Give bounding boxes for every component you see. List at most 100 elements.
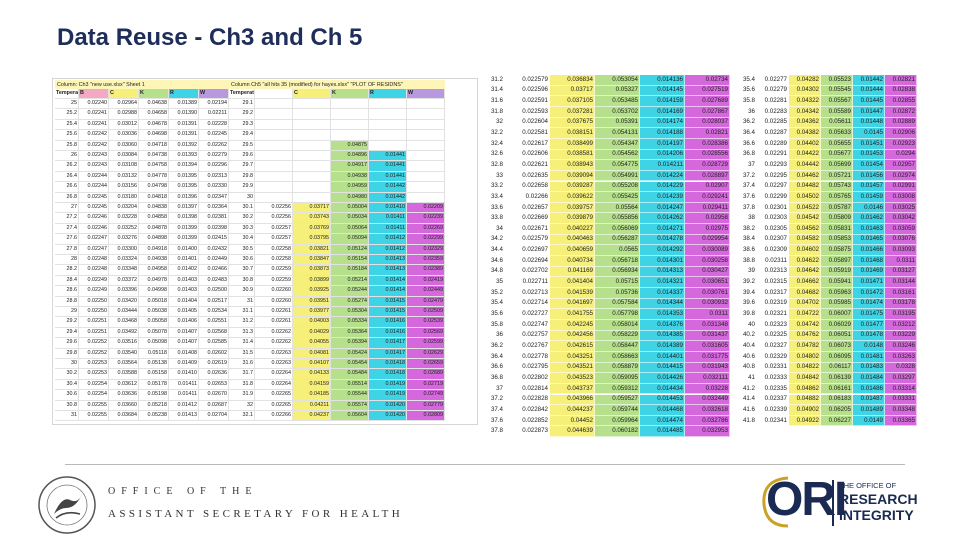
data-cell: 0.02483 — [199, 275, 229, 287]
data-cell: 0.022767 — [505, 341, 550, 352]
data-cell: 30.2 — [55, 369, 79, 380]
ori-divider — [832, 480, 834, 526]
data-cell: 0.01412 — [169, 400, 199, 411]
data-cell: 0.02704 — [199, 411, 229, 422]
data-cell: 0.04282 — [789, 75, 821, 86]
data-cell: 0.02269 — [407, 223, 445, 235]
data-cell: 28 — [55, 255, 79, 266]
data-cell: 0.030427 — [685, 266, 730, 278]
data-cell: 0.022802 — [505, 373, 550, 384]
data-cell: 0.02289 — [757, 138, 789, 150]
data-cell: 35.2 — [483, 288, 505, 299]
data-cell: 0.02809 — [407, 411, 445, 422]
data-cell: 0.02243 — [79, 151, 109, 162]
data-cell: 0.02257 — [255, 223, 293, 235]
data-cell: 0.02551 — [199, 317, 229, 328]
data-cell: 0.02211 — [199, 109, 229, 120]
data-cell: 0.02398 — [199, 223, 229, 235]
data-cell: 0.01465 — [853, 234, 885, 246]
data-cell: 0.02629 — [407, 348, 445, 359]
data-cell: 0.02245 — [79, 203, 109, 214]
data-cell: 0.022778 — [505, 351, 550, 363]
data-cell: 0.02301 — [757, 202, 789, 214]
data-cell: 30.1 — [229, 203, 255, 214]
data-cell: 0.05787 — [821, 202, 853, 214]
data-cell: 38.8 — [735, 256, 757, 267]
data-cell: 0.022757 — [505, 330, 550, 342]
data-cell: 31.8 — [229, 379, 255, 391]
data-cell: 0.014247 — [640, 202, 685, 214]
data-cell: 0.05985 — [821, 298, 853, 310]
data-cell — [407, 140, 445, 151]
data-cell: 0.030651 — [685, 277, 730, 288]
data-cell: 0.04452 — [550, 415, 595, 427]
data-cell: 0.02337 — [757, 394, 789, 406]
data-cell: 0.02534 — [199, 307, 229, 318]
data-cell: 0.04758 — [139, 161, 169, 172]
data-cell: 0.03042 — [885, 213, 917, 225]
data-cell: 0.022873 — [505, 426, 550, 438]
data-cell: 35.8 — [483, 319, 505, 331]
data-cell: 0.02297 — [757, 181, 789, 193]
data-cell — [407, 109, 445, 120]
data-cell: 0.014169 — [640, 106, 685, 118]
data-cell: 0.05544 — [331, 390, 369, 401]
data-cell: 0.022596 — [505, 85, 550, 97]
data-cell: 0.02266 — [505, 192, 550, 203]
data-cell: 0.022591 — [505, 96, 550, 107]
data-cell: 0.03156 — [109, 182, 139, 193]
data-cell: 0.04562 — [789, 224, 821, 235]
data-cell: 0.022711 — [505, 277, 550, 288]
data-cell: 0.014313 — [640, 266, 685, 278]
data-cell: 0.02260 — [255, 286, 293, 297]
data-cell: 0.02479 — [407, 296, 445, 307]
data-cell: 0.04998 — [139, 286, 169, 297]
data-cell: 0.03300 — [109, 244, 139, 255]
data-cell: 0.014389 — [640, 341, 685, 352]
data-cell: 0.01403 — [169, 275, 199, 287]
data-cell: 0.04778 — [139, 171, 169, 183]
data-cell: 0.06095 — [821, 351, 853, 363]
data-cell: 0.028897 — [685, 170, 730, 182]
data-cell: 0.054347 — [595, 138, 640, 150]
data-cell: 0.027689 — [685, 96, 730, 107]
data-cell: 0.02251 — [79, 327, 109, 339]
header-cell: K — [331, 89, 369, 99]
data-cell: 37.8 — [483, 426, 505, 438]
sheet-caption: Column: Ch3 "new use.xlsx" Sheet 1 — [55, 80, 229, 89]
data-cell: 0.039757 — [550, 202, 595, 214]
data-cell: 0.03468 — [109, 317, 139, 328]
data-cell: 0.041697 — [550, 298, 595, 310]
data-cell: 0.02509 — [407, 307, 445, 318]
data-cell: 0.022713 — [505, 288, 550, 299]
data-cell: 0.039879 — [550, 213, 595, 225]
data-cell: 0.05424 — [331, 348, 369, 359]
data-cell: 0.014278 — [640, 234, 685, 246]
data-cell: 25.6 — [55, 130, 79, 141]
data-cell: 0.04622 — [789, 256, 821, 267]
data-cell: 0.02259 — [255, 265, 293, 276]
data-cell: 0.022658 — [505, 181, 550, 193]
data-cell: 0.022669 — [505, 213, 550, 225]
data-cell: 0.022581 — [505, 128, 550, 139]
data-cell: 0.02599 — [407, 338, 445, 349]
data-cell — [255, 151, 293, 162]
data-cell: 0.05274 — [331, 296, 369, 307]
data-cell: 0.022795 — [505, 362, 550, 374]
data-cell: 0.03769 — [293, 223, 331, 235]
data-cell: 36.6 — [735, 138, 757, 150]
data-cell: 0.02500 — [199, 286, 229, 297]
data-cell: 0.01454 — [853, 160, 885, 171]
data-cell: 0.032618 — [685, 405, 730, 416]
data-cell: 0.01487 — [853, 394, 885, 406]
data-cell: 0.01401 — [169, 255, 199, 266]
data-cell: 0.04422 — [789, 149, 821, 161]
data-cell: 0.02279 — [757, 85, 789, 97]
data-cell: 0.02253 — [79, 369, 109, 380]
data-cell — [255, 109, 293, 120]
data-cell: 0.01457 — [853, 181, 885, 193]
data-cell: 0.022621 — [505, 160, 550, 171]
data-cell: 0.01462 — [853, 213, 885, 225]
data-cell: 0.02255 — [79, 400, 109, 411]
data-cell: 0.05004 — [331, 203, 369, 214]
